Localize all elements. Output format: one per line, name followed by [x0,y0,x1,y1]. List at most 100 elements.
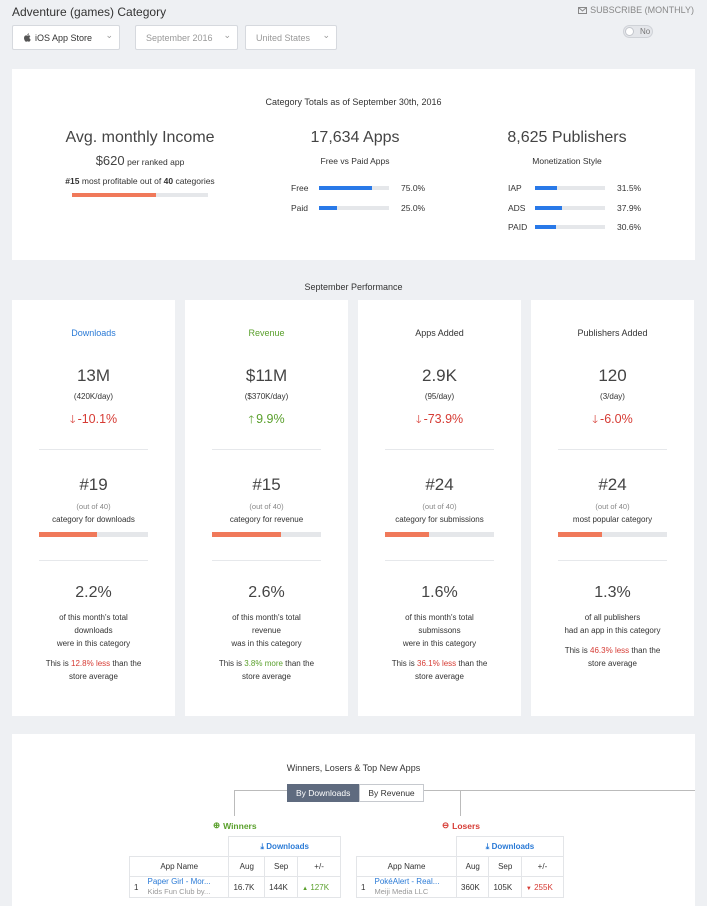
column-header-aug[interactable]: Aug [228,856,266,877]
apps-row-bar [319,206,389,210]
compare-line-2: store average [588,659,637,668]
store-select[interactable]: iOS App Store ⌄ [12,25,120,50]
income-rank-total: 40 [163,176,174,186]
column-header-app-name[interactable]: App Name [355,856,458,877]
publishers-row-label: IAP [508,183,522,193]
aug-value: 16.7K [228,876,266,898]
rank-progress-fill [39,532,97,537]
publishers-row-bar [535,206,605,210]
winners-losers-title: Winners, Losers & Top New Apps [286,763,421,773]
rank-progress-bar [212,532,321,537]
app-name-link[interactable]: PokéAlert - Real... [374,877,440,886]
table-row[interactable]: 1 Paper Girl - Mor... Kids Fun Club by..… [129,876,341,898]
totals-title: Category Totals as of September 30th, 20… [265,97,442,107]
card-per-day: (420K/day) [73,392,114,401]
card-value: 120 [598,366,627,385]
card-value: 2.9K [422,366,457,385]
arrow-down-icon: 🡓 [415,414,422,426]
compare-value: 36.1% less [417,659,457,668]
income-rank-mid: most profitable out of [81,176,162,186]
share-line: were in this category [56,639,131,648]
compare-post: than the [282,659,315,668]
toggle-label: No [640,27,651,36]
card-share-text: of all publishers had an app in this cate… [531,611,694,670]
subscribe-toggle[interactable]: No [623,25,653,38]
share-line: submissons [418,626,461,635]
compare-line: This is 12.8% less than the [12,657,175,670]
card-share: 2.6% [248,584,285,601]
share-line: of all publishers [584,613,641,622]
compare-post: than the [110,659,142,668]
compare-line-2: store average [69,672,118,681]
card-rank-label: category for downloads [52,515,135,524]
income-amount-row: $620 per ranked app [60,153,220,168]
income-heading: Avg. monthly Income [65,129,215,146]
winners-tabs: By Downloads By Revenue [287,784,424,802]
app-cell[interactable]: Paper Girl - Mor... Kids Fun Club by... [143,876,230,898]
losers-table: ⤓ Downloads App Name Aug Sep +/- 1 PokéA… [355,836,565,898]
card-rank-of: (out of 40) [249,502,284,511]
tab-by-revenue[interactable]: By Revenue [359,784,424,802]
compare-value: 12.8% less [71,659,111,668]
performance-card: Downloads 13M (420K/day) 🡓 -10.1% #19 (out of … [12,300,175,716]
compare-line: This is 3.8% more than the [185,657,348,670]
share-line: was in this category [231,639,302,648]
apps-heading: 17,634 Apps [310,129,400,146]
card-value: $11M [245,366,288,385]
card-per-day: (95/day) [424,392,455,401]
card-rank-label: category for submissions [395,515,484,524]
country-select[interactable]: United States ⌄ [245,25,337,50]
share-line: of this month's total [405,613,474,622]
bracket-line [460,790,461,816]
publishers-row-bar [535,225,605,229]
column-header-aug[interactable]: Aug [456,856,490,877]
share-line: had an app in this category [564,626,661,635]
card-change: 🡓 -6.0% [531,411,694,430]
app-cell[interactable]: PokéAlert - Real... Meiji Media LLC [370,876,458,898]
compare-line-2: store average [242,672,291,681]
app-name-link[interactable]: Paper Girl - Mor... [147,877,211,886]
apps-row-label: Free [291,183,309,193]
column-header-change[interactable]: +/- [520,856,565,877]
income-amount-suffix: per ranked app [127,157,185,167]
store-select-label: iOS App Store [35,32,93,43]
income-rank-row: #15 most profitable out of 40 categories [60,176,220,186]
downloads-group-header: ⤓ Downloads [228,836,341,857]
publishers-row-fill [535,186,558,190]
column-header-sep[interactable]: Sep [488,856,522,877]
column-header-change[interactable]: +/- [297,856,341,877]
column-header-sep[interactable]: Sep [264,856,299,877]
share-line: of this month's total [232,613,301,622]
publishers-row-ads: ADS 37.9% [508,203,641,213]
share-line: of this month's total [59,613,128,622]
row-rank: 1 [356,876,371,898]
apps-row-bar [319,186,389,190]
triangle-up-icon: ▲ [302,885,309,892]
publishers-subheading: Monetization Style [532,156,602,166]
divider [558,449,667,450]
losers-label: Losers [452,820,480,831]
downloads-header-label: Downloads [491,841,535,851]
card-share: 2.2% [75,584,112,601]
month-select[interactable]: September 2016 ⌄ [135,25,238,50]
performance-card: Publishers Added 120 (3/day) 🡓 -6.0% #24 (out … [531,300,694,716]
minus-circle-icon: ⊖ [442,820,450,830]
arrow-down-icon: 🡓 [592,414,599,426]
publisher-name: Kids Fun Club by... [147,887,211,896]
bracket-line [234,790,287,791]
publishers-row-label: ADS [508,203,526,213]
apps-row-fill [319,206,337,210]
download-icon: ⤓ [485,841,490,851]
tab-by-downloads[interactable]: By Downloads [287,784,360,802]
card-rank-of: (out of 40) [422,502,457,511]
apps-row-paid: Paid 25.0% [291,203,425,213]
card-change: 🡑 9.9% [185,411,348,430]
downloads-group-header: ⤓ Downloads [456,836,564,857]
table-row[interactable]: 1 PokéAlert - Real... Meiji Media LLC 36… [356,876,565,898]
triangle-down-icon: ▼ [525,885,532,892]
compare-line-2: store average [415,672,464,681]
card-change-value: -10.1% [77,412,118,426]
publishers-row-fill [535,206,562,210]
column-header-app-name[interactable]: App Name [128,856,230,877]
compare-pre: This is [564,646,591,655]
